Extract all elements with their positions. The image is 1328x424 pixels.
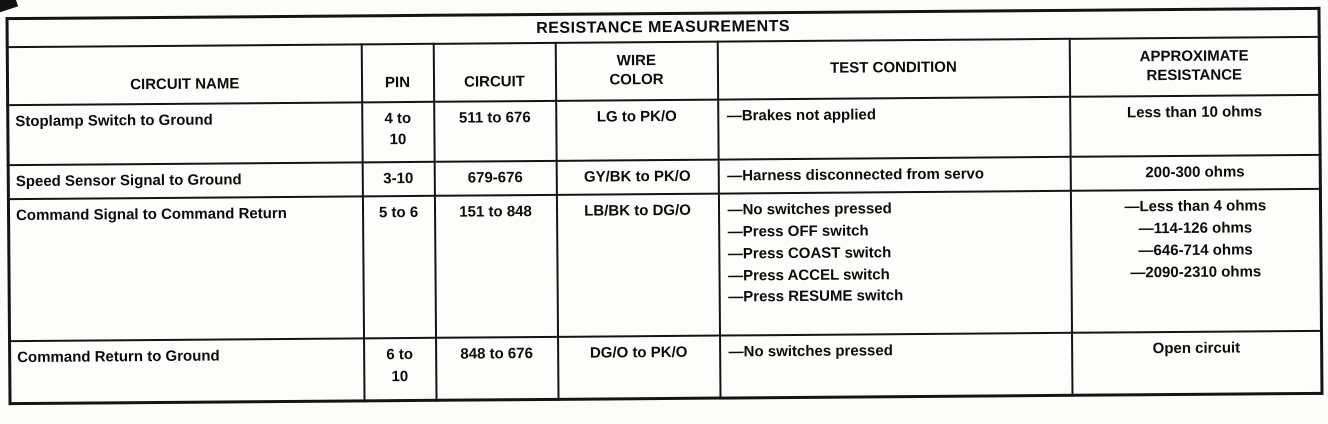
column-header-row: CIRCUIT NAME PIN CIRCUIT WIRE COLOR TEST… — [7, 36, 1320, 105]
column-header-circuit: CIRCUIT — [433, 42, 556, 102]
resistance-cell: 200-300 ohms — [1070, 154, 1321, 192]
circuit-cell: 848 to 676 — [435, 337, 559, 401]
resistance-measurements-table: RESISTANCE MEASUREMENTS CIRCUIT NAME PIN… — [5, 6, 1324, 405]
resistance-cell: Less than 10 ohms — [1069, 94, 1321, 157]
pin-cell: 5 to 6 — [362, 196, 436, 339]
table-row: Command Return to Ground 6 to 10 848 to 67… — [9, 331, 1323, 404]
test-condition-cell: —No switches pressed — [719, 333, 1072, 398]
wire-color-cell: GY/BK to PK/O — [556, 159, 719, 196]
column-header-test-condition: TEST CONDITION — [717, 38, 1070, 100]
column-header-circuit-name: CIRCUIT NAME — [7, 43, 362, 105]
column-header-pin: PIN — [361, 43, 434, 102]
scan-artifact-mark — [0, 0, 19, 15]
pin-cell: 4 to 10 — [361, 101, 435, 162]
circuit-name-cell: Command Signal to Command Return — [8, 196, 364, 342]
table-row: Command Signal to Command Return 5 to 6 15… — [8, 189, 1322, 342]
table-body: Stoplamp Switch to Ground 4 to 10 511 to 6… — [7, 94, 1323, 404]
wire-color-cell: LG to PK/O — [555, 99, 719, 161]
table-header: RESISTANCE MEASUREMENTS CIRCUIT NAME PIN… — [7, 8, 1320, 105]
test-condition-cell: —Brakes not applied — [717, 96, 1071, 160]
resistance-cell: Open circuit — [1071, 331, 1323, 396]
column-header-wire-color: WIRE COLOR — [555, 41, 718, 101]
test-condition-cell: —No switches pressed —Press OFF switch —… — [718, 191, 1072, 336]
pin-cell: 3-10 — [362, 161, 435, 197]
circuit-cell: 679-676 — [434, 160, 557, 197]
resistance-cell: —Less than 4 ohms —114-126 ohms —646-714… — [1070, 189, 1322, 334]
circuit-name-cell: Stoplamp Switch to Ground — [7, 101, 363, 165]
wire-color-cell: LB/BK to DG/O — [556, 193, 720, 338]
circuit-cell: 151 to 848 — [434, 195, 558, 339]
circuit-cell: 511 to 676 — [433, 100, 557, 162]
wire-color-cell: DG/O to PK/O — [557, 335, 721, 400]
pin-cell: 6 to 10 — [363, 338, 437, 401]
column-header-approximate-resistance: APPROXIMATE RESISTANCE — [1069, 36, 1320, 97]
circuit-name-cell: Command Return to Ground — [9, 338, 365, 404]
circuit-name-cell: Speed Sensor Signal to Ground — [8, 161, 363, 200]
table-row: Stoplamp Switch to Ground 4 to 10 511 to 6… — [7, 94, 1321, 165]
test-condition-cell: —Harness disconnected from servo — [718, 156, 1071, 194]
